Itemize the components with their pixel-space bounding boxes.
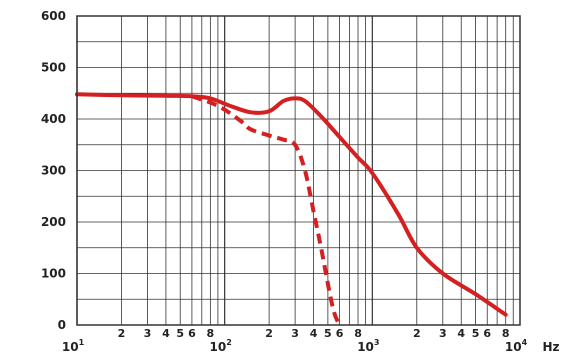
plot-frame bbox=[76, 15, 521, 326]
y-tick-label: 600 bbox=[41, 9, 66, 23]
x-minor-label: 2 bbox=[265, 327, 273, 340]
y-tick-label: 100 bbox=[41, 267, 66, 281]
y-tick-label: 200 bbox=[41, 215, 66, 229]
data-series bbox=[75, 92, 508, 326]
x-minor-label: 5 bbox=[472, 327, 480, 340]
y-tick-label: 400 bbox=[41, 112, 66, 126]
x-minor-label: 8 bbox=[207, 327, 215, 340]
x-minor-label: 8 bbox=[354, 327, 362, 340]
x-minor-label: 6 bbox=[336, 327, 344, 340]
x-minor-label: 3 bbox=[291, 327, 299, 340]
x-decade-label: 103 bbox=[357, 338, 379, 354]
x-decade-label: 102 bbox=[210, 338, 232, 354]
x-minor-label: 8 bbox=[502, 327, 510, 340]
x-minor-label: 3 bbox=[439, 327, 447, 340]
x-minor-label: 2 bbox=[413, 327, 421, 340]
x-minor-label: 4 bbox=[457, 327, 465, 340]
x-minor-label: 2 bbox=[118, 327, 126, 340]
x-minor-label: 6 bbox=[483, 327, 491, 340]
x-decade-label: 101 bbox=[62, 338, 85, 354]
x-minor-label: 3 bbox=[144, 327, 152, 340]
series-line-dashed bbox=[191, 94, 342, 326]
y-axis-labels: 0 100 200 300 400 500 600 bbox=[41, 9, 66, 332]
y-tick-label: 0 bbox=[58, 318, 66, 332]
x-minor-label: 4 bbox=[310, 327, 318, 340]
y-tick-label: 300 bbox=[41, 164, 66, 178]
x-minor-label: 6 bbox=[188, 327, 196, 340]
x-minor-label: 5 bbox=[176, 327, 184, 340]
x-decade-label: 104 bbox=[505, 338, 528, 354]
x-minor-label: 5 bbox=[324, 327, 332, 340]
x-unit-label: Hz bbox=[542, 340, 559, 354]
x-minor-label: 4 bbox=[162, 327, 170, 340]
y-tick-label: 500 bbox=[41, 61, 66, 75]
